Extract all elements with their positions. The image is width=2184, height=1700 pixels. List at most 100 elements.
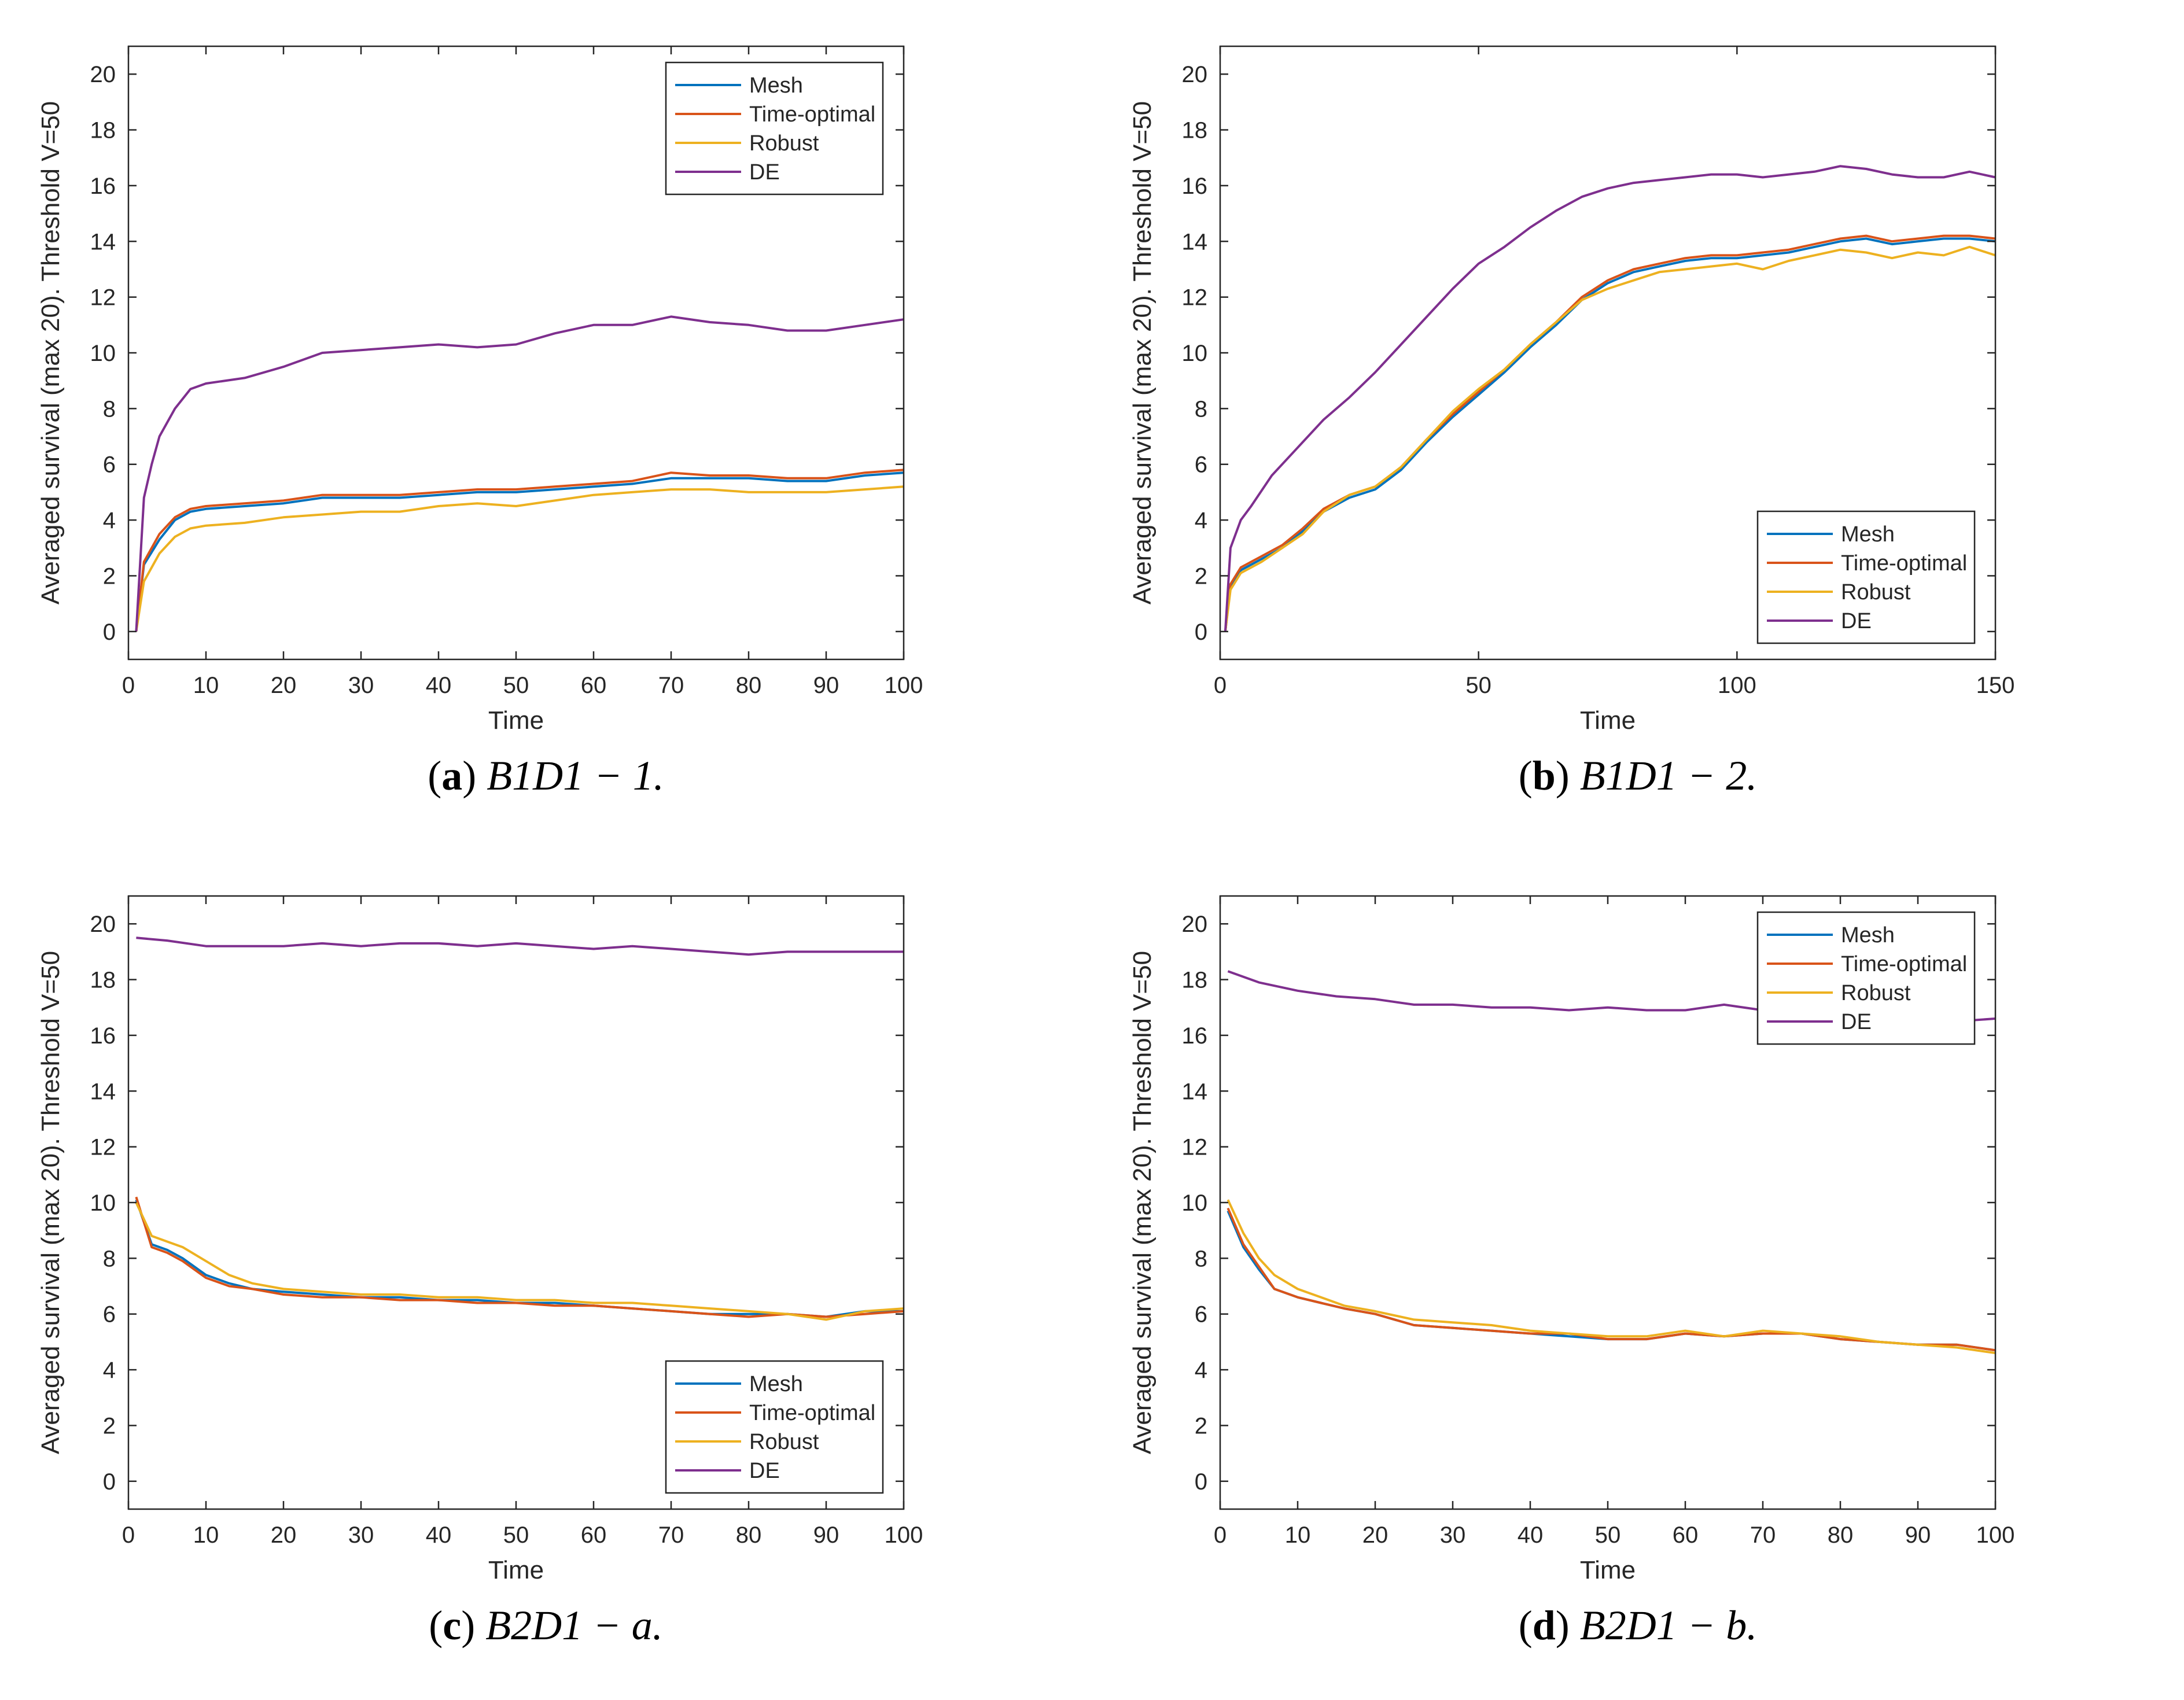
plot-area-d <box>1227 970 1996 1355</box>
y-tick-label-c-7: 14 <box>90 1079 116 1104</box>
x-tick-label-c-10: 100 <box>885 1522 923 1548</box>
x-tick-label-d-0: 0 <box>1214 1522 1227 1548</box>
legend-label-c-3: DE <box>749 1459 780 1483</box>
y-tick-label-a-0: 0 <box>103 619 116 645</box>
caption-c: (c) B2D1 − a. <box>429 1602 663 1649</box>
y-tick-label-a-5: 10 <box>90 341 116 366</box>
x-tick-label-c-5: 50 <box>503 1522 529 1548</box>
x-tick-label-b-3: 150 <box>1976 673 2015 698</box>
y-tick-label-b-3: 6 <box>1195 452 1207 478</box>
x-tick-label-d-6: 60 <box>1673 1522 1699 1548</box>
x-tick-label-b-0: 0 <box>1214 673 1227 698</box>
y-tick-label-b-9: 18 <box>1182 118 1208 143</box>
series-line-d-robust <box>1227 1199 1996 1355</box>
y-tick-label-c-5: 10 <box>90 1190 116 1216</box>
legend-label-a-2: Robust <box>749 131 819 156</box>
x-tick-label-c-8: 80 <box>736 1522 762 1548</box>
panel-d: 0 10 20 30 40 50 60 70 80 90 100 0 2 4 6 8 10 12 14 16 18 20 T… <box>1092 850 2184 1700</box>
series-line-b-de <box>1224 165 1996 632</box>
legend-label-d-3: DE <box>1841 1010 1872 1034</box>
y-tick-label-d-9: 18 <box>1182 968 1208 993</box>
y-tick-label-a-9: 18 <box>90 118 116 143</box>
y-tick-label-c-1: 2 <box>103 1413 116 1439</box>
legend-label-b-0: Mesh <box>1841 522 1895 547</box>
x-tick-label-a-10: 100 <box>885 673 923 698</box>
y-tick-label-c-10: 20 <box>90 912 116 937</box>
x-tick-label-a-6: 60 <box>581 673 607 698</box>
x-tick-label-a-3: 30 <box>348 673 374 698</box>
x-tick-label-a-8: 80 <box>736 673 762 698</box>
y-tick-label-a-7: 14 <box>90 229 116 255</box>
panel-c: 0 10 20 30 40 50 60 70 80 90 100 0 2 4 6 8 10 12 14 16 18 20 T… <box>0 850 1092 1700</box>
x-tick-label-a-9: 90 <box>813 673 839 698</box>
legend-c: Mesh Time-optimal Robust DE <box>665 1360 884 1494</box>
plot-area-b <box>1224 165 1996 632</box>
chart-a: 0 10 20 30 40 50 60 70 80 90 100 0 2 4 6 8 10 12 14 16 18 20 T… <box>36 45 923 735</box>
x-tick-label-a-1: 10 <box>193 673 219 698</box>
y-tick-label-d-7: 14 <box>1182 1079 1208 1104</box>
y-tick-label-b-0: 0 <box>1195 619 1207 645</box>
y-tick-label-b-8: 16 <box>1182 174 1208 199</box>
y-tick-label-a-4: 8 <box>103 396 116 422</box>
y-tick-label-a-8: 16 <box>90 174 116 199</box>
series-line-a-time-optimal <box>135 469 904 632</box>
y-tick-label-d-10: 20 <box>1182 912 1208 937</box>
y-tick-label-c-2: 4 <box>103 1358 116 1383</box>
x-tick-label-d-10: 100 <box>1976 1522 2015 1548</box>
x-tick-label-c-3: 30 <box>348 1522 374 1548</box>
legend-label-a-3: DE <box>749 160 780 185</box>
y-axis-label-c: Averaged survival (max 20). Threshold V=… <box>36 951 65 1454</box>
y-tick-label-b-6: 12 <box>1182 285 1208 311</box>
legend-d: Mesh Time-optimal Robust DE <box>1756 911 1976 1045</box>
plot-area-c <box>135 936 904 1321</box>
legend-a: Mesh Time-optimal Robust DE <box>665 61 884 196</box>
panel-b: 0 50 100 150 0 2 4 6 8 10 12 14 16 18 20 Time Averaged s… <box>1092 0 2184 850</box>
x-tick-label-d-8: 80 <box>1828 1522 1854 1548</box>
y-tick-label-a-6: 12 <box>90 285 116 311</box>
y-tick-label-a-10: 20 <box>90 62 116 87</box>
y-tick-label-d-6: 12 <box>1182 1135 1208 1160</box>
x-tick-label-b-1: 50 <box>1465 673 1491 698</box>
legend-b: Mesh Time-optimal Robust DE <box>1756 510 1976 644</box>
series-line-a-mesh <box>135 471 904 632</box>
chart-b: 0 50 100 150 0 2 4 6 8 10 12 14 16 18 20 Time Averaged s… <box>1128 45 2015 735</box>
x-tick-label-d-9: 90 <box>1905 1522 1931 1548</box>
y-tick-label-c-3: 6 <box>103 1302 116 1327</box>
panel-a: 0 10 20 30 40 50 60 70 80 90 100 0 2 4 6 8 10 12 14 16 18 20 T… <box>0 0 1092 850</box>
y-tick-label-b-5: 10 <box>1182 341 1208 366</box>
x-axis-label-a: Time <box>488 706 544 735</box>
series-line-b-time-optimal <box>1224 234 1996 632</box>
legend-label-d-2: Robust <box>1841 981 1911 1005</box>
caption-c-label: B2D1 − a. <box>485 1602 663 1649</box>
caption-d-label: B2D1 − b. <box>1579 1602 1758 1649</box>
legend-label-d-1: Time-optimal <box>1841 952 1967 976</box>
x-tick-label-c-2: 20 <box>271 1522 297 1548</box>
y-tick-label-d-1: 2 <box>1195 1413 1207 1439</box>
y-tick-label-d-4: 8 <box>1195 1246 1207 1271</box>
plot-area-a <box>135 315 904 632</box>
caption-b: (b) B1D1 − 2. <box>1518 753 1758 799</box>
x-tick-label-a-7: 70 <box>658 673 684 698</box>
y-tick-label-b-7: 14 <box>1182 229 1208 255</box>
x-tick-label-c-4: 40 <box>426 1522 452 1548</box>
y-tick-label-d-2: 4 <box>1195 1358 1207 1383</box>
legend-label-d-0: Mesh <box>1841 923 1895 947</box>
x-tick-label-a-4: 40 <box>426 673 452 698</box>
caption-d: (d) B2D1 − b. <box>1518 1602 1758 1649</box>
chart-c: 0 10 20 30 40 50 60 70 80 90 100 0 2 4 6 8 10 12 14 16 18 20 T… <box>36 895 923 1584</box>
y-tick-label-c-9: 18 <box>90 968 116 993</box>
legend-label-c-2: Robust <box>749 1430 819 1454</box>
series-line-c-robust <box>135 1202 904 1321</box>
legend-label-c-0: Mesh <box>749 1372 803 1396</box>
x-tick-label-d-1: 10 <box>1285 1522 1311 1548</box>
series-line-d-time-optimal <box>1227 1207 1996 1352</box>
caption-d-letter: d <box>1532 1602 1556 1649</box>
x-tick-label-d-3: 30 <box>1440 1522 1466 1548</box>
y-tick-label-b-10: 20 <box>1182 62 1208 87</box>
x-tick-label-a-2: 20 <box>271 673 297 698</box>
series-line-b-robust <box>1224 245 1996 632</box>
x-tick-label-c-9: 90 <box>813 1522 839 1548</box>
x-tick-label-a-5: 50 <box>503 673 529 698</box>
y-tick-label-d-0: 0 <box>1195 1469 1207 1495</box>
x-axis-label-d: Time <box>1580 1556 1636 1584</box>
